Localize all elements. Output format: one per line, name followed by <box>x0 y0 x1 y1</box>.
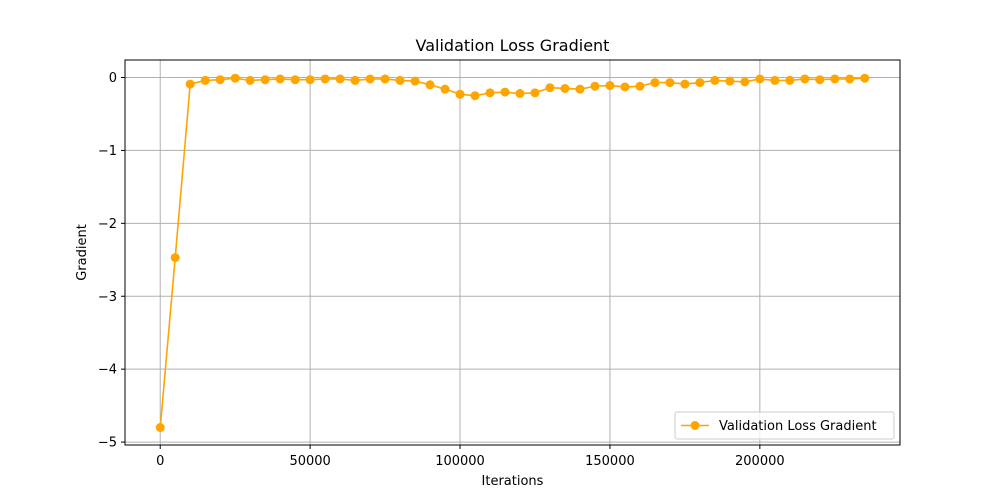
data-point <box>680 79 690 89</box>
data-point <box>830 74 840 84</box>
data-point <box>245 75 255 85</box>
data-point <box>575 84 585 94</box>
data-point <box>605 81 615 91</box>
data-point <box>635 81 645 91</box>
data-point <box>260 75 270 85</box>
data-point <box>275 74 285 84</box>
data-point <box>725 76 735 86</box>
data-point <box>755 74 765 84</box>
data-point <box>740 77 750 87</box>
legend: Validation Loss Gradient <box>674 411 895 440</box>
x-tick-label: 200000 <box>735 454 785 469</box>
data-point <box>395 75 405 85</box>
data-point <box>785 75 795 85</box>
y-tick-label: −4 <box>98 363 117 378</box>
x-axis: 0 50000 100000 150000 200000 <box>156 445 785 469</box>
series-line <box>159 77 865 428</box>
data-point <box>800 74 810 84</box>
plot-frame <box>124 59 901 446</box>
data-point <box>695 78 705 88</box>
chart-title: Validation Loss Gradient <box>416 36 610 55</box>
data-point <box>455 89 465 99</box>
data-point <box>335 74 345 84</box>
data-point <box>710 75 720 85</box>
y-tick-label: −1 <box>98 144 117 159</box>
legend-label: Validation Loss Gradient <box>719 419 877 434</box>
legend-box <box>674 411 895 440</box>
data-point <box>410 76 420 86</box>
data-point <box>815 75 825 85</box>
y-tick-label: −2 <box>98 217 117 232</box>
y-axis-label: Gradient <box>75 224 90 281</box>
legend-marker-swatch <box>690 421 700 430</box>
data-point <box>290 75 300 85</box>
data-point <box>845 74 855 84</box>
series-layer <box>155 73 870 432</box>
y-tick-label: −3 <box>98 290 117 305</box>
data-point <box>470 91 480 101</box>
data-point <box>305 75 315 85</box>
data-point <box>560 83 570 93</box>
y-tick-label: 0 <box>109 71 117 86</box>
grid-lines <box>125 60 900 445</box>
data-point <box>650 78 660 88</box>
data-point <box>230 73 240 83</box>
x-tick-label: 150000 <box>585 454 635 469</box>
data-point <box>365 74 375 84</box>
data-point <box>770 75 780 85</box>
data-point <box>590 81 600 91</box>
data-point <box>170 253 180 263</box>
data-point <box>530 88 540 98</box>
x-tick-label: 100000 <box>435 454 485 469</box>
x-tick-label: 50000 <box>289 454 330 469</box>
data-point <box>185 79 195 89</box>
data-point <box>485 88 495 98</box>
data-point <box>215 75 225 85</box>
x-axis-label: Iterations <box>482 474 544 489</box>
y-tick-label: −5 <box>98 436 117 451</box>
x-tick-label: 0 <box>156 454 164 469</box>
data-point <box>545 83 555 93</box>
data-point <box>425 80 435 90</box>
data-point <box>320 74 330 84</box>
data-point <box>620 82 630 92</box>
data-point <box>500 87 510 97</box>
data-point <box>515 89 525 99</box>
data-point <box>380 74 390 84</box>
data-point <box>350 75 360 85</box>
data-point <box>200 75 210 85</box>
data-point <box>155 423 165 432</box>
data-point <box>440 84 450 94</box>
data-point <box>665 78 675 88</box>
y-axis: 0 −1 −2 −3 −4 −5 <box>98 71 125 451</box>
data-point <box>860 73 870 83</box>
